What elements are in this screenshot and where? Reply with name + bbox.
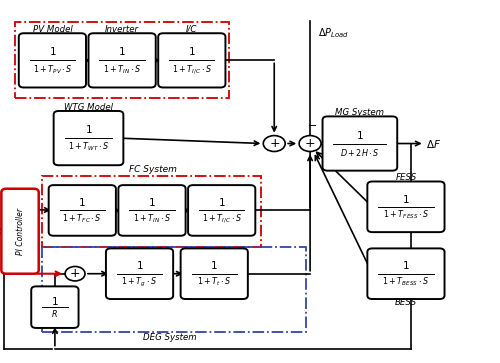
Text: $\Delta P_{Load}$: $\Delta P_{Load}$ — [318, 26, 348, 40]
Text: $1 + T_{I/C}\cdot S$: $1 + T_{I/C}\cdot S$ — [172, 63, 212, 76]
FancyBboxPatch shape — [48, 185, 116, 236]
Text: WTG Model: WTG Model — [64, 103, 113, 112]
Text: MG System: MG System — [336, 108, 384, 117]
FancyBboxPatch shape — [19, 33, 86, 87]
Text: PI Controller: PI Controller — [16, 208, 24, 255]
Text: $1$: $1$ — [51, 295, 59, 307]
Text: $\Delta F$: $\Delta F$ — [426, 138, 442, 150]
Text: DEG System: DEG System — [143, 333, 197, 342]
Text: $1$: $1$ — [48, 45, 56, 57]
Text: Inverter: Inverter — [105, 25, 139, 34]
FancyBboxPatch shape — [31, 286, 78, 328]
Text: $1 + T_{BESS}\cdot S$: $1 + T_{BESS}\cdot S$ — [382, 276, 430, 288]
Text: I/C: I/C — [186, 25, 198, 34]
Text: $1$: $1$ — [218, 196, 226, 208]
FancyBboxPatch shape — [188, 185, 256, 236]
Circle shape — [264, 135, 285, 151]
FancyBboxPatch shape — [180, 248, 248, 299]
Text: BESS: BESS — [395, 298, 417, 307]
Text: $1 + T_{WT}\cdot S$: $1 + T_{WT}\cdot S$ — [68, 141, 109, 153]
Text: $1 + T_{PV}\cdot S$: $1 + T_{PV}\cdot S$ — [32, 63, 72, 76]
FancyBboxPatch shape — [88, 33, 156, 87]
Text: $1$: $1$ — [118, 45, 126, 57]
Text: $1$: $1$ — [188, 45, 196, 57]
Circle shape — [65, 266, 85, 281]
Text: $1 + T_{FC}\cdot S$: $1 + T_{FC}\cdot S$ — [62, 212, 102, 225]
Text: $1$: $1$ — [210, 260, 218, 272]
FancyBboxPatch shape — [368, 182, 444, 232]
Text: $-$: $-$ — [70, 285, 80, 295]
Circle shape — [299, 135, 321, 151]
Text: $1$: $1$ — [84, 123, 92, 135]
FancyBboxPatch shape — [54, 111, 124, 165]
Text: FC System: FC System — [130, 165, 177, 174]
Text: $1 + T_{g}\cdot S$: $1 + T_{g}\cdot S$ — [122, 276, 158, 289]
Text: $1 + T_{FESS}\cdot S$: $1 + T_{FESS}\cdot S$ — [382, 209, 429, 221]
Text: $+$: $+$ — [70, 267, 80, 280]
Text: $+$: $+$ — [304, 137, 316, 150]
Text: $1$: $1$ — [78, 196, 86, 208]
Text: $1 + T_{I/C}\cdot S$: $1 + T_{I/C}\cdot S$ — [202, 212, 241, 225]
Text: $1$: $1$ — [356, 129, 364, 140]
Text: $1$: $1$ — [402, 260, 410, 272]
Text: $1 + T_{t}\cdot S$: $1 + T_{t}\cdot S$ — [197, 276, 232, 288]
FancyBboxPatch shape — [118, 185, 186, 236]
FancyBboxPatch shape — [106, 248, 173, 299]
Text: $D + 2H\cdot S$: $D + 2H\cdot S$ — [340, 147, 380, 158]
Text: $1$: $1$ — [402, 192, 410, 205]
FancyBboxPatch shape — [368, 248, 444, 299]
Text: $R$: $R$ — [52, 308, 59, 319]
Text: $+$: $+$ — [268, 137, 280, 150]
Text: $1 + T_{IN}\cdot S$: $1 + T_{IN}\cdot S$ — [103, 63, 142, 76]
Text: $-$: $-$ — [306, 119, 316, 129]
Text: $1$: $1$ — [136, 260, 143, 272]
FancyBboxPatch shape — [2, 189, 38, 274]
Text: PV Model: PV Model — [32, 25, 72, 34]
FancyBboxPatch shape — [158, 33, 226, 87]
Text: $1$: $1$ — [148, 196, 156, 208]
Text: FESS: FESS — [396, 173, 416, 182]
FancyBboxPatch shape — [322, 117, 397, 171]
Text: $1 + T_{IN}\cdot S$: $1 + T_{IN}\cdot S$ — [133, 212, 171, 225]
